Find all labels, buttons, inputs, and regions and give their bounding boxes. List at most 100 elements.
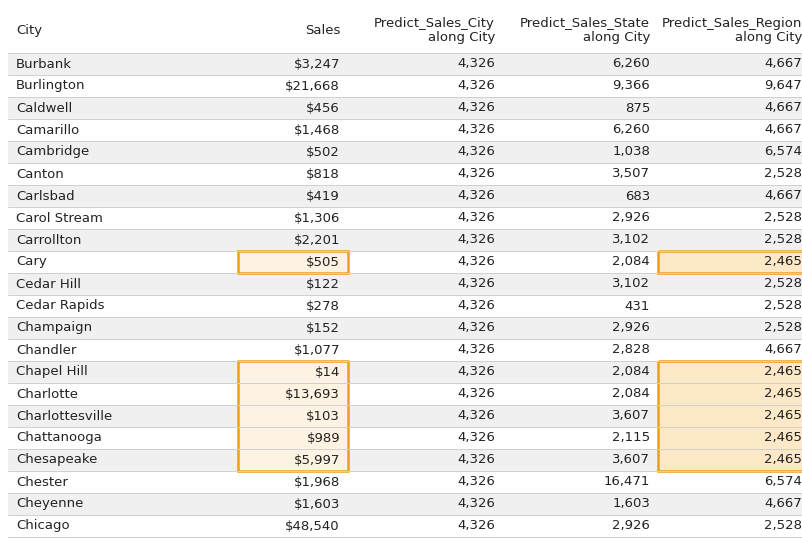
Text: 4,326: 4,326 xyxy=(457,366,495,378)
Text: 1,603: 1,603 xyxy=(612,497,650,510)
Text: Camarillo: Camarillo xyxy=(16,124,79,136)
Bar xyxy=(238,405,348,427)
Bar xyxy=(8,185,802,207)
Text: $5,997: $5,997 xyxy=(294,454,340,466)
Text: $456: $456 xyxy=(306,101,340,115)
Text: 4,326: 4,326 xyxy=(457,167,495,181)
Bar xyxy=(8,405,802,427)
Bar xyxy=(8,449,802,471)
Text: 3,102: 3,102 xyxy=(612,233,650,247)
Text: $152: $152 xyxy=(306,321,340,335)
Text: 9,647: 9,647 xyxy=(764,80,802,93)
Bar xyxy=(238,361,348,471)
Text: Chapel Hill: Chapel Hill xyxy=(16,366,87,378)
Bar xyxy=(8,119,802,141)
Text: 4,326: 4,326 xyxy=(457,189,495,203)
Bar xyxy=(8,515,802,537)
Text: Sales: Sales xyxy=(305,24,340,37)
Text: 2,115: 2,115 xyxy=(612,432,650,444)
Bar xyxy=(8,141,802,163)
Text: Predict_Sales_Region
along City: Predict_Sales_Region along City xyxy=(662,17,802,44)
Bar xyxy=(8,251,802,273)
Text: 4,326: 4,326 xyxy=(457,124,495,136)
Text: Burlington: Burlington xyxy=(16,80,86,93)
Text: 2,465: 2,465 xyxy=(764,387,802,401)
Text: Chester: Chester xyxy=(16,475,68,489)
Text: 4,326: 4,326 xyxy=(457,278,495,290)
Text: 3,607: 3,607 xyxy=(612,454,650,466)
Text: 2,528: 2,528 xyxy=(764,278,802,290)
Text: Cheyenne: Cheyenne xyxy=(16,497,83,510)
Text: Chandler: Chandler xyxy=(16,343,76,357)
Text: $14: $14 xyxy=(314,366,340,378)
Bar xyxy=(658,449,802,471)
Text: 2,465: 2,465 xyxy=(764,255,802,269)
Text: 4,667: 4,667 xyxy=(764,189,802,203)
Bar xyxy=(658,427,802,449)
Bar xyxy=(8,339,802,361)
Bar xyxy=(8,75,802,97)
Text: 4,326: 4,326 xyxy=(457,58,495,70)
Text: Cedar Hill: Cedar Hill xyxy=(16,278,81,290)
Text: Cedar Rapids: Cedar Rapids xyxy=(16,300,104,312)
Text: 3,607: 3,607 xyxy=(612,409,650,423)
Text: 2,084: 2,084 xyxy=(612,387,650,401)
Text: 4,667: 4,667 xyxy=(764,124,802,136)
Text: 3,507: 3,507 xyxy=(612,167,650,181)
Bar xyxy=(238,383,348,405)
Text: 2,528: 2,528 xyxy=(764,520,802,532)
Text: 4,326: 4,326 xyxy=(457,432,495,444)
Text: 6,574: 6,574 xyxy=(764,475,802,489)
Text: 4,667: 4,667 xyxy=(764,58,802,70)
Text: 6,260: 6,260 xyxy=(612,124,650,136)
Text: 4,667: 4,667 xyxy=(764,497,802,510)
Text: 4,326: 4,326 xyxy=(457,343,495,357)
Text: $419: $419 xyxy=(306,189,340,203)
Text: $48,540: $48,540 xyxy=(286,520,340,532)
Text: Burbank: Burbank xyxy=(16,58,72,70)
Bar xyxy=(658,383,802,405)
Text: Cary: Cary xyxy=(16,255,47,269)
Text: 2,528: 2,528 xyxy=(764,300,802,312)
Text: Chicago: Chicago xyxy=(16,520,70,532)
Text: Predict_Sales_City
along City: Predict_Sales_City along City xyxy=(374,17,495,44)
Text: 4,326: 4,326 xyxy=(457,80,495,93)
Text: 2,528: 2,528 xyxy=(764,321,802,335)
Text: $2,201: $2,201 xyxy=(294,233,340,247)
Text: 4,326: 4,326 xyxy=(457,475,495,489)
Text: $1,077: $1,077 xyxy=(294,343,340,357)
Text: Charlotte: Charlotte xyxy=(16,387,78,401)
Bar xyxy=(8,8,802,53)
Text: 16,471: 16,471 xyxy=(604,475,650,489)
Bar xyxy=(238,251,348,273)
Text: 2,465: 2,465 xyxy=(764,432,802,444)
Text: 683: 683 xyxy=(625,189,650,203)
Text: Charlottesville: Charlottesville xyxy=(16,409,112,423)
Text: 2,084: 2,084 xyxy=(612,366,650,378)
Bar xyxy=(658,405,802,427)
Bar xyxy=(8,273,802,295)
Bar xyxy=(8,229,802,251)
Text: 2,926: 2,926 xyxy=(612,321,650,335)
Text: 2,465: 2,465 xyxy=(764,409,802,423)
Text: 2,084: 2,084 xyxy=(612,255,650,269)
Text: 6,574: 6,574 xyxy=(764,146,802,158)
Text: 4,326: 4,326 xyxy=(457,146,495,158)
Text: 4,326: 4,326 xyxy=(457,300,495,312)
Text: 2,528: 2,528 xyxy=(764,167,802,181)
Text: 4,326: 4,326 xyxy=(457,101,495,115)
Text: 4,326: 4,326 xyxy=(457,454,495,466)
Bar xyxy=(8,53,802,75)
Text: Chattanooga: Chattanooga xyxy=(16,432,102,444)
Bar xyxy=(238,361,348,383)
Text: $3,247: $3,247 xyxy=(294,58,340,70)
Text: $818: $818 xyxy=(306,167,340,181)
Text: Caldwell: Caldwell xyxy=(16,101,72,115)
Text: Carrollton: Carrollton xyxy=(16,233,81,247)
Bar xyxy=(238,251,348,273)
Text: 4,326: 4,326 xyxy=(457,497,495,510)
Text: 2,465: 2,465 xyxy=(764,366,802,378)
Bar xyxy=(238,427,348,449)
Text: 2,465: 2,465 xyxy=(764,454,802,466)
Text: Carol Stream: Carol Stream xyxy=(16,212,103,224)
